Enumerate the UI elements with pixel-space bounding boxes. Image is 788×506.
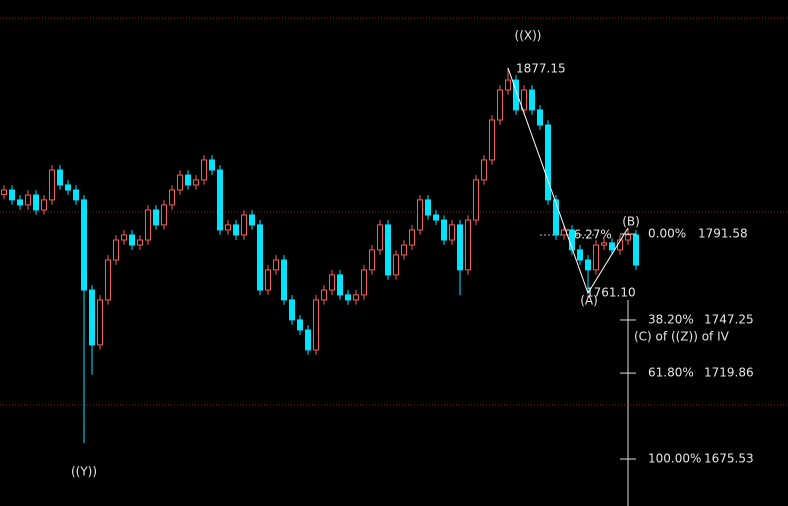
candle-body [193, 179, 199, 186]
candle-body [17, 199, 23, 206]
candle-body [97, 299, 103, 346]
candle-body [209, 159, 215, 171]
wave-label: (A) [580, 294, 598, 308]
candle-body [553, 199, 559, 236]
candle-body [497, 89, 503, 121]
candle-body [545, 124, 551, 201]
candle-body [233, 224, 239, 236]
candle-body [161, 204, 167, 226]
candle-body [81, 199, 87, 291]
fib-ratio: 61.80% [648, 366, 694, 380]
candle-body [465, 219, 471, 271]
candle-body [473, 179, 479, 221]
candle-body [113, 239, 119, 261]
candle-body [257, 224, 263, 291]
wave-line [507, 67, 629, 295]
candle-body [153, 209, 159, 226]
candle-body [137, 239, 143, 246]
candle-body [537, 109, 543, 126]
candle-body [217, 169, 223, 231]
candle-body [273, 259, 279, 271]
candle-body [297, 319, 303, 331]
candle-body [633, 234, 639, 266]
candle-body [249, 214, 255, 226]
candle-body [345, 294, 351, 301]
candle-body [489, 119, 495, 161]
candle-body [577, 249, 583, 261]
candle-body [289, 299, 295, 321]
candle-body [361, 269, 367, 296]
candle-body [337, 274, 343, 296]
wave-label: (B) [622, 215, 640, 229]
candle-body [201, 159, 207, 181]
candle-body [481, 159, 487, 181]
candle-body [401, 244, 407, 256]
candle-body [265, 269, 271, 291]
fib-ratio: 0.00% [648, 227, 686, 241]
fib-ratio: 100.00% [648, 452, 701, 466]
fib-price: 1675.53 [704, 452, 754, 466]
candle-body [241, 214, 247, 236]
candle-body [321, 289, 327, 301]
candle-body [177, 174, 183, 191]
candle-body [89, 289, 95, 346]
candle-body [433, 214, 439, 221]
candle-body [457, 224, 463, 271]
candle-body [25, 194, 31, 206]
candle-body [281, 259, 287, 301]
candle-body [441, 219, 447, 241]
candle-body [425, 199, 431, 216]
candle-body [513, 79, 519, 111]
candle-body [377, 224, 383, 251]
candle-body [593, 244, 599, 271]
candle-body [185, 174, 191, 186]
candle-body [585, 259, 591, 271]
fib-price: 1747.25 [704, 312, 754, 326]
candle-body [329, 274, 335, 291]
fib-price: 1791.58 [698, 227, 748, 241]
candle-body [1, 189, 7, 195]
wave-label: (C) of ((Z)) of IV [634, 330, 730, 344]
candle-body [169, 189, 175, 206]
wave-label: ((Y)) [71, 465, 97, 479]
candle-body [121, 234, 127, 241]
candle-body [409, 229, 415, 246]
candle-body [609, 242, 615, 251]
candle-body [129, 234, 135, 246]
candle-body [353, 294, 359, 301]
candle-body [505, 79, 511, 91]
price-label: 1761.10 [586, 286, 636, 300]
fib-price: 1719.86 [704, 366, 754, 380]
candle-body [41, 199, 47, 211]
candle-body [529, 89, 535, 111]
candle-body [393, 254, 399, 276]
candle-body [225, 224, 231, 231]
candle-body [305, 329, 311, 351]
wave-label: ((X)) [515, 29, 542, 43]
candle-body [65, 184, 71, 191]
candle-body [57, 169, 63, 186]
candle-body [601, 242, 607, 246]
candle-body [625, 234, 631, 241]
price-label: 1877.15 [516, 62, 566, 76]
candle-body [33, 194, 39, 211]
candle-body [105, 259, 111, 301]
candle-body [49, 169, 55, 201]
candle-body [449, 224, 455, 241]
candle-body [417, 199, 423, 231]
candle-body [385, 224, 391, 276]
candle-body [9, 189, 15, 201]
candle-body [369, 249, 375, 271]
fib-ratio: 38.20% [648, 312, 694, 326]
candle-body [313, 299, 319, 351]
candle-body [73, 189, 79, 201]
candle-body [521, 89, 527, 111]
candle-body [145, 209, 151, 241]
